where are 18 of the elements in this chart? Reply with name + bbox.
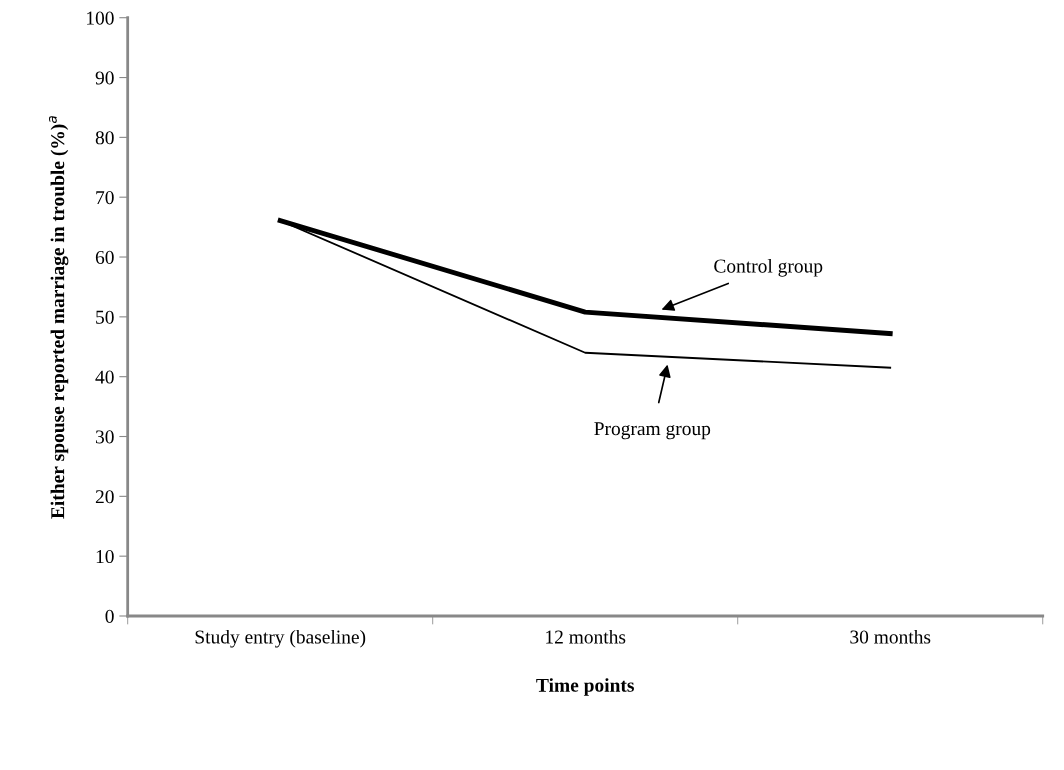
text: Control group [714,258,823,277]
y-tick-label: 30 [95,430,114,444]
y-tick-label: 80 [95,131,114,145]
y-tick-label: 90 [95,71,114,85]
y-tick-label: 40 [95,370,114,384]
y-tick-label: 60 [95,250,114,264]
y-tick-label: 0 [105,609,114,623]
x-tick-label: 12 months [546,629,626,644]
y-axis-title: Either spouse reported marriage in trouble (%)$^{a}$ [49,116,69,519]
y-tick-label: 50 [96,310,114,324]
y-tick-label: 20 [95,490,114,504]
y-tick-label: 70 [96,191,114,205]
x-tick-label: 30 months [850,629,931,644]
x-tick-label: Study entry (baseline) [195,629,366,648]
y-tick-label: 100 [87,11,114,25]
legend-label: Program group [594,422,711,440]
y-tick-label: 10 [96,549,114,564]
x-axis-title: Time points [536,678,634,696]
